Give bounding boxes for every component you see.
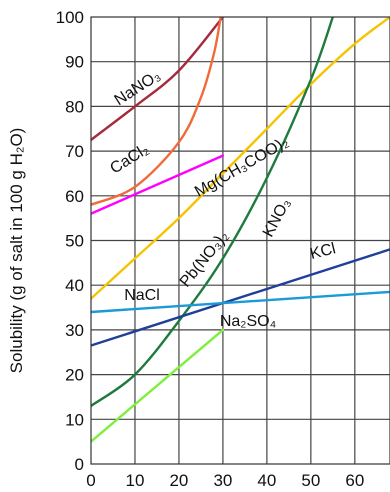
x-tick-label: 60 (345, 471, 364, 490)
x-tick-label: 10 (126, 471, 145, 490)
series-label: Na₂SO₄ (220, 313, 276, 330)
x-tick-label: 30 (213, 471, 232, 490)
y-tick-label: 10 (65, 410, 84, 429)
x-axis-ticks: 0 10 20 30 40 50 60 (86, 471, 364, 490)
y-tick-label: 0 (75, 455, 84, 474)
y-tick-label: 100 (56, 8, 84, 27)
series-line-mg-ch3coo-2 (91, 154, 225, 215)
series-label: KCl (308, 240, 337, 263)
y-tick-label: 70 (65, 142, 84, 161)
x-tick-label: 50 (301, 471, 320, 490)
series-lines (91, 17, 390, 443)
x-tick-label: 20 (169, 471, 188, 490)
series-label: Mg(CH₃COO)₂ (192, 133, 292, 200)
x-tick-label: 40 (257, 471, 276, 490)
series-line-kcl (91, 248, 390, 347)
y-tick-label: 60 (65, 187, 84, 206)
plot-frame (90, 16, 390, 465)
y-tick-label: 50 (65, 232, 84, 251)
series-label: CaCl₂ (107, 141, 151, 178)
series-line-kno3 (91, 17, 334, 408)
y-tick-label: 40 (65, 276, 84, 295)
series-line-nacl (91, 290, 390, 314)
series-label: NaCl (124, 287, 160, 304)
y-tick-label: 20 (65, 366, 84, 385)
series-line-nano3 (91, 17, 225, 142)
grid (91, 17, 390, 464)
series-label: Pb(NO₃)₂ (177, 228, 232, 291)
x-tick-label: 0 (86, 471, 95, 490)
series-line-na2so4 (91, 328, 225, 443)
series-line-cacl2 (91, 17, 222, 206)
y-tick-label: 90 (65, 53, 84, 72)
y-axis-label: Solubility (g of salt in 100 g H₂O) (7, 128, 26, 374)
y-tick-label: 30 (65, 321, 84, 340)
y-axis-ticks: 0 10 20 30 40 50 60 70 80 90 100 (56, 8, 84, 474)
series-line-pb-no3-2 (91, 17, 390, 300)
y-tick-label: 80 (65, 97, 84, 116)
series-label: KNO₃ (260, 196, 294, 240)
